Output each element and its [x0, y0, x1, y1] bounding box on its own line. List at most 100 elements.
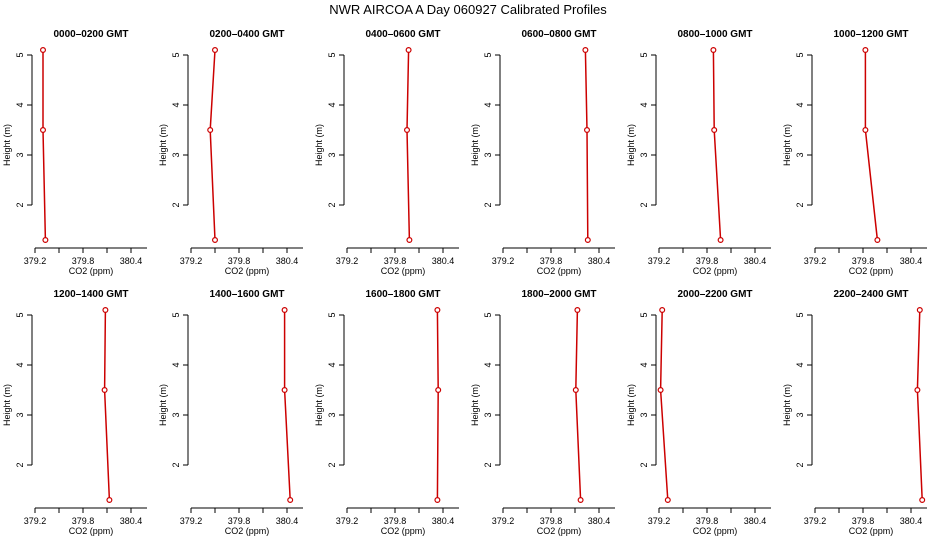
x-axis: 379.2 379.8 380.4 CO2 (ppm)	[492, 507, 615, 536]
data-point	[659, 307, 666, 314]
x-tick-label: 379.8	[696, 516, 719, 526]
data-point	[212, 46, 219, 53]
x-tick-label: 380.4	[744, 516, 767, 526]
x-tick-label: 379.8	[384, 516, 407, 526]
x-tick-label: 380.4	[744, 256, 767, 266]
panel-title: 0000–0200 GMT	[53, 29, 128, 40]
y-tick-label: 5	[327, 312, 337, 317]
y-tick-label: 3	[483, 152, 493, 157]
panel-title: 1400–1600 GMT	[209, 289, 284, 300]
x-axis-label: CO2 (ppm)	[69, 266, 114, 276]
y-tick-label: 4	[639, 362, 649, 367]
x-tick-label: 379.2	[648, 256, 671, 266]
data-point	[874, 237, 881, 244]
x-tick-label: 379.8	[228, 516, 251, 526]
data-point	[572, 387, 579, 394]
y-tick-label: 2	[327, 202, 337, 207]
profile-panel: 1000–1200 GMT 379.2 379.8 380.4 CO2 (ppm) 2 3 4…	[782, 29, 927, 276]
y-tick-label: 2	[483, 462, 493, 467]
y-tick-label: 2	[15, 462, 25, 467]
x-tick-label: 380.4	[900, 516, 923, 526]
profile-panel: 0600–0800 GMT 379.2 379.8 380.4 CO2 (ppm) 2 3 4…	[470, 29, 615, 276]
y-tick-label: 2	[15, 202, 25, 207]
x-tick-label: 379.2	[180, 516, 203, 526]
x-tick-label: 379.2	[492, 516, 515, 526]
x-axis: 379.2 379.8 380.4 CO2 (ppm)	[24, 247, 147, 276]
y-tick-label: 3	[15, 412, 25, 417]
y-tick-label: 3	[15, 152, 25, 157]
x-tick-label: 380.4	[120, 256, 143, 266]
y-tick-label: 5	[15, 312, 25, 317]
y-tick-label: 5	[795, 52, 805, 57]
data-point	[39, 46, 46, 53]
y-axis-label: Height (m)	[470, 124, 480, 166]
profile-panel: 0000–0200 GMT 379.2 379.8 380.4 CO2 (ppm) 2 3 4…	[2, 29, 147, 276]
panel-title: 1800–2000 GMT	[521, 289, 596, 300]
y-axis-label: Height (m)	[470, 384, 480, 426]
data-point	[862, 126, 869, 133]
x-tick-label: 379.2	[180, 256, 203, 266]
y-tick-label: 2	[171, 202, 181, 207]
y-tick-label: 4	[795, 362, 805, 367]
profile-panel: 1600–1800 GMT 379.2 379.8 380.4 CO2 (ppm) 2 3 4…	[314, 289, 459, 536]
y-tick-label: 3	[483, 412, 493, 417]
panel-title: 0600–0800 GMT	[521, 29, 596, 40]
x-axis-label: CO2 (ppm)	[537, 526, 582, 536]
y-axis: 2 3 4 5 Height (m)	[782, 52, 813, 208]
data-point	[287, 497, 294, 504]
y-tick-label: 2	[795, 462, 805, 467]
profile-panel: 0800–1000 GMT 379.2 379.8 380.4 CO2 (ppm) 2 3 4…	[626, 29, 771, 276]
y-tick-label: 4	[15, 102, 25, 107]
y-tick-label: 5	[171, 52, 181, 57]
y-tick-label: 5	[15, 52, 25, 57]
profile-panel: 0400–0600 GMT 379.2 379.8 380.4 CO2 (ppm) 2 3 4…	[314, 29, 459, 276]
x-axis: 379.2 379.8 380.4 CO2 (ppm)	[24, 507, 147, 536]
y-tick-label: 2	[483, 202, 493, 207]
x-axis-label: CO2 (ppm)	[537, 266, 582, 276]
data-point	[916, 307, 923, 314]
x-tick-label: 380.4	[432, 256, 455, 266]
profile-panel: 2200–2400 GMT 379.2 379.8 380.4 CO2 (ppm) 2 3 4…	[782, 289, 927, 536]
y-tick-label: 4	[795, 102, 805, 107]
y-tick-label: 4	[327, 102, 337, 107]
x-tick-label: 379.8	[852, 256, 875, 266]
y-axis-label: Height (m)	[626, 384, 636, 426]
data-point	[404, 126, 411, 133]
y-axis-label: Height (m)	[626, 124, 636, 166]
x-axis-label: CO2 (ppm)	[381, 266, 426, 276]
profile-line	[659, 309, 669, 501]
x-axis: 379.2 379.8 380.4 CO2 (ppm)	[648, 507, 771, 536]
y-axis: 2 3 4 5 Height (m)	[2, 312, 33, 468]
data-point	[281, 387, 288, 394]
x-axis: 379.2 379.8 380.4 CO2 (ppm)	[804, 507, 927, 536]
x-tick-label: 380.4	[432, 516, 455, 526]
x-tick-label: 380.4	[276, 256, 299, 266]
y-axis: 2 3 4 5 Height (m)	[626, 52, 657, 208]
y-tick-label: 4	[171, 102, 181, 107]
x-tick-label: 380.4	[588, 516, 611, 526]
y-tick-label: 5	[795, 312, 805, 317]
x-tick-label: 379.2	[804, 516, 827, 526]
data-point	[39, 126, 46, 133]
x-tick-label: 379.8	[72, 256, 95, 266]
x-tick-label: 379.8	[540, 256, 563, 266]
y-tick-label: 3	[171, 152, 181, 157]
y-axis: 2 3 4 5 Height (m)	[158, 312, 189, 468]
profile-line	[916, 309, 923, 501]
y-tick-label: 2	[795, 202, 805, 207]
x-tick-label: 379.8	[228, 256, 251, 266]
profile-line	[584, 49, 589, 241]
x-tick-label: 379.8	[852, 516, 875, 526]
y-axis: 2 3 4 5 Height (m)	[470, 52, 501, 208]
profile-line	[436, 309, 439, 501]
y-axis-label: Height (m)	[782, 124, 792, 166]
y-axis: 2 3 4 5 Height (m)	[626, 312, 657, 468]
x-axis-label: CO2 (ppm)	[849, 266, 894, 276]
y-tick-label: 2	[639, 462, 649, 467]
x-tick-label: 379.8	[72, 516, 95, 526]
x-tick-label: 379.2	[492, 256, 515, 266]
y-axis-label: Height (m)	[158, 384, 168, 426]
y-tick-label: 3	[639, 152, 649, 157]
x-axis: 379.2 379.8 380.4 CO2 (ppm)	[804, 247, 927, 276]
data-point	[405, 46, 412, 53]
